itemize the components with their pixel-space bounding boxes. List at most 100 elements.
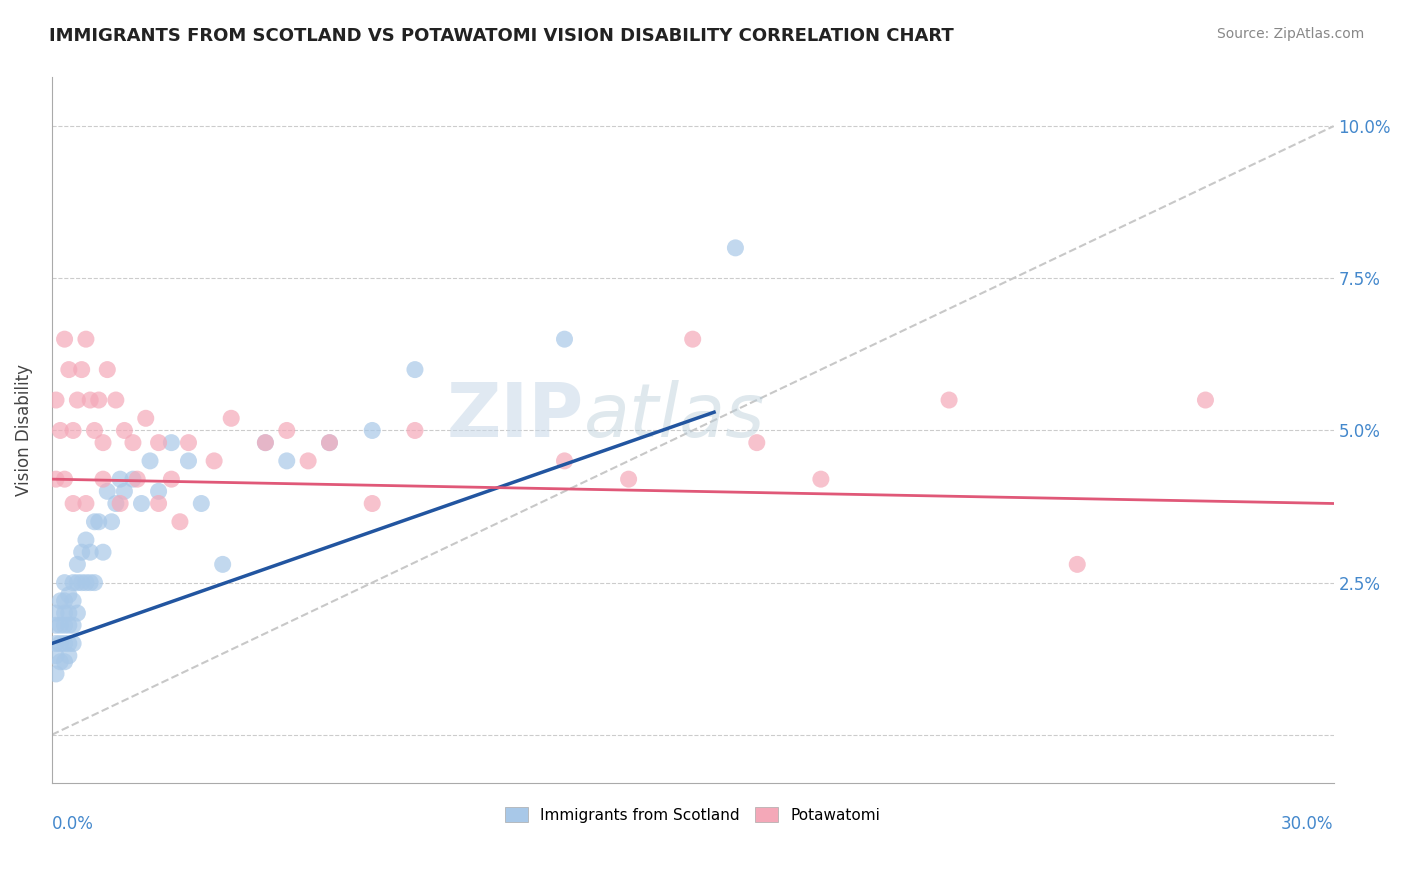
Point: [53, 594, 76, 608]
Point: [83, 575, 105, 590]
Point: [254, 435, 277, 450]
Point: [53, 606, 76, 620]
Point: [361, 496, 384, 510]
Point: [58, 648, 80, 663]
Point: [104, 392, 127, 407]
Point: [1066, 558, 1088, 572]
Point: [87, 392, 110, 407]
Point: [66, 575, 89, 590]
Point: [45, 636, 67, 650]
Point: [404, 424, 426, 438]
Point: [810, 472, 832, 486]
Point: [70, 362, 93, 376]
Point: [177, 454, 200, 468]
Point: [148, 496, 170, 510]
Point: [62, 594, 84, 608]
Point: [724, 241, 747, 255]
Point: [58, 362, 80, 376]
Point: [219, 411, 242, 425]
Point: [66, 606, 89, 620]
Point: [131, 496, 153, 510]
Point: [53, 575, 76, 590]
Point: [177, 435, 200, 450]
Point: [49, 594, 72, 608]
Point: [404, 362, 426, 376]
Point: [96, 484, 118, 499]
Text: Source: ZipAtlas.com: Source: ZipAtlas.com: [1216, 27, 1364, 41]
Point: [75, 496, 97, 510]
Point: [49, 655, 72, 669]
Point: [617, 472, 640, 486]
Point: [169, 515, 191, 529]
Text: IMMIGRANTS FROM SCOTLAND VS POTAWATOMI VISION DISABILITY CORRELATION CHART: IMMIGRANTS FROM SCOTLAND VS POTAWATOMI V…: [49, 27, 953, 45]
Point: [75, 533, 97, 547]
Point: [45, 392, 67, 407]
Point: [45, 618, 67, 632]
Point: [96, 362, 118, 376]
Point: [62, 575, 84, 590]
Point: [91, 472, 114, 486]
Point: [75, 332, 97, 346]
Point: [148, 484, 170, 499]
Y-axis label: Vision Disability: Vision Disability: [15, 365, 32, 497]
Point: [49, 618, 72, 632]
Point: [83, 515, 105, 529]
Point: [190, 496, 212, 510]
Point: [938, 392, 960, 407]
Point: [49, 424, 72, 438]
Point: [122, 435, 145, 450]
Text: 0.0%: 0.0%: [52, 815, 94, 833]
Point: [62, 496, 84, 510]
Point: [70, 545, 93, 559]
Text: 30.0%: 30.0%: [1281, 815, 1334, 833]
Point: [135, 411, 157, 425]
Point: [553, 332, 575, 346]
Point: [104, 496, 127, 510]
Text: ZIP: ZIP: [447, 380, 583, 453]
Point: [553, 454, 575, 468]
Point: [148, 435, 170, 450]
Point: [297, 454, 319, 468]
Point: [112, 484, 135, 499]
Point: [202, 454, 225, 468]
Point: [745, 435, 768, 450]
Legend: Immigrants from Scotland, Potawatomi: Immigrants from Scotland, Potawatomi: [499, 801, 886, 829]
Point: [160, 435, 183, 450]
Point: [45, 667, 67, 681]
Point: [108, 496, 131, 510]
Point: [254, 435, 277, 450]
Point: [66, 392, 89, 407]
Point: [45, 472, 67, 486]
Point: [127, 472, 149, 486]
Point: [62, 424, 84, 438]
Point: [79, 392, 101, 407]
Point: [139, 454, 162, 468]
Point: [53, 618, 76, 632]
Point: [1194, 392, 1216, 407]
Point: [100, 515, 122, 529]
Point: [112, 424, 135, 438]
Point: [53, 472, 76, 486]
Point: [58, 588, 80, 602]
Point: [45, 606, 67, 620]
Point: [91, 435, 114, 450]
Point: [70, 575, 93, 590]
Point: [361, 424, 384, 438]
Point: [83, 424, 105, 438]
Point: [62, 636, 84, 650]
Point: [53, 332, 76, 346]
Point: [211, 558, 233, 572]
Point: [79, 575, 101, 590]
Point: [160, 472, 183, 486]
Point: [75, 575, 97, 590]
Point: [276, 454, 298, 468]
Point: [87, 515, 110, 529]
Point: [79, 545, 101, 559]
Point: [682, 332, 704, 346]
Point: [108, 472, 131, 486]
Point: [45, 648, 67, 663]
Point: [62, 618, 84, 632]
Point: [122, 472, 145, 486]
Point: [53, 655, 76, 669]
Point: [318, 435, 340, 450]
